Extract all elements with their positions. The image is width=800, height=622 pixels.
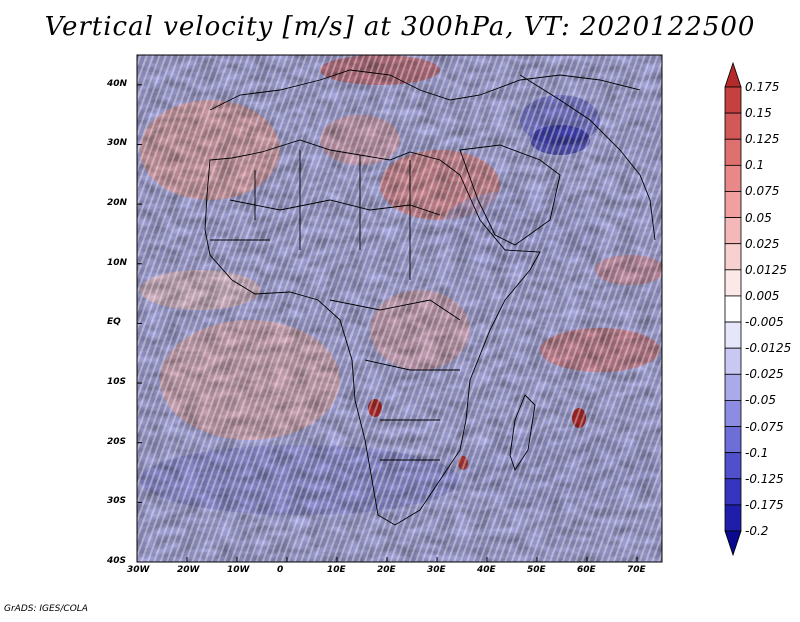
colorbar-swatch — [724, 217, 742, 245]
lat-tick-label: 20N — [107, 198, 128, 209]
lon-tick-label: 30W — [127, 565, 150, 575]
colorbar-label: 0.025 — [745, 236, 780, 251]
lon-tick-label: 70E — [627, 565, 646, 575]
colorbar-swatch — [724, 347, 742, 375]
lon-tick-label: 0 — [277, 565, 284, 575]
colorbar-max-triangle — [724, 61, 742, 88]
lat-tick-label: 40N — [107, 78, 128, 89]
colorbar-label: 0.05 — [745, 210, 772, 225]
colorbar-label: 0.1 — [745, 158, 765, 173]
colorbar-swatch — [724, 400, 742, 427]
colorbar-swatch — [724, 321, 742, 349]
lon-tick-label: 20W — [177, 565, 200, 575]
colorbar-swatch — [724, 504, 742, 532]
chart-title: Vertical velocity [m/s] at 300hPa, VT: 2… — [44, 12, 756, 42]
colorbar-label: -0.2 — [745, 524, 769, 538]
credit-text: GrADS: IGES/COLA — [4, 604, 88, 614]
lat-tick-label: EQ — [107, 317, 121, 328]
colorbar-label: 0.125 — [745, 132, 780, 147]
colorbar-swatch — [724, 138, 742, 166]
lon-tick-label: 10E — [327, 565, 346, 575]
colorbar-swatch — [724, 86, 742, 114]
colorbar-min-triangle — [724, 530, 742, 557]
lat-tick-label: 30S — [107, 496, 127, 507]
colorbar-label: 0.15 — [745, 106, 772, 121]
colorbar-label: 0.075 — [745, 184, 780, 199]
colorbar-label: -0.075 — [745, 419, 784, 434]
velocity-field — [137, 55, 662, 562]
colorbar-label: -0.0125 — [745, 341, 792, 356]
coastlines — [204, 69, 656, 526]
colorbar — [724, 61, 742, 557]
colorbar-swatch — [724, 243, 742, 271]
axis-ticks — [136, 84, 638, 563]
colorbar-label: 0.005 — [745, 288, 780, 303]
lat-tick-label: 10S — [107, 377, 127, 388]
colorbar-swatch — [724, 191, 742, 218]
plot-frame — [136, 54, 663, 563]
colorbar-swatch — [724, 452, 742, 480]
colorbar-label: -0.1 — [745, 445, 769, 460]
lon-tick-label: 20E — [377, 565, 396, 575]
lon-tick-label: 10W — [227, 565, 250, 575]
lat-tick-label: 10N — [107, 257, 128, 268]
colorbar-label: -0.175 — [745, 497, 784, 512]
colorbar-swatch — [724, 426, 742, 454]
colorbar-label: -0.025 — [745, 367, 784, 382]
colorbar-label: 0.0125 — [745, 262, 787, 277]
colorbar-swatch — [724, 164, 742, 192]
colorbar-swatch — [724, 269, 742, 297]
lon-tick-label: 30E — [427, 565, 446, 575]
lat-tick-label: 20S — [107, 436, 127, 447]
lon-tick-label: 40E — [477, 565, 496, 575]
colorbar-label: -0.125 — [745, 471, 784, 486]
colorbar-label: -0.005 — [745, 315, 784, 330]
colorbar-swatch — [724, 295, 742, 323]
colorbar-swatch — [724, 478, 742, 506]
colorbar-label: 0.175 — [745, 80, 780, 94]
colorbar-label: -0.05 — [745, 393, 777, 408]
lon-tick-label: 50E — [527, 565, 546, 575]
colorbar-swatch — [724, 373, 742, 401]
lat-tick-label: 40S — [107, 556, 127, 566]
colorbar-swatch — [724, 112, 742, 140]
lon-tick-label: 60E — [577, 565, 596, 575]
lat-tick-label: 30N — [107, 138, 128, 149]
